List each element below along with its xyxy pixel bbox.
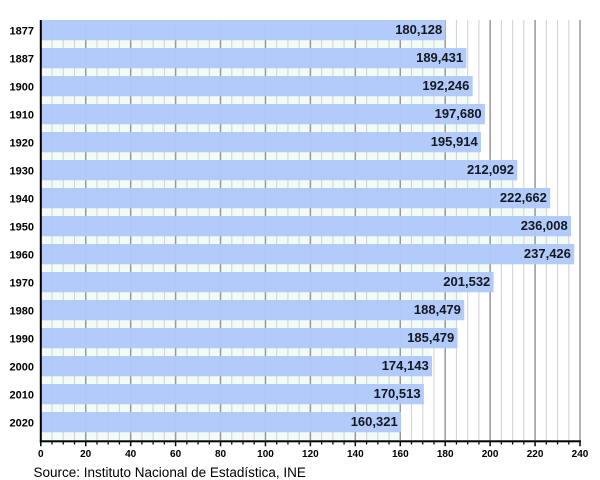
svg-text:1990: 1990 (10, 333, 34, 345)
svg-text:1887: 1887 (10, 53, 34, 65)
svg-text:160,321: 160,321 (351, 414, 398, 429)
svg-text:236,008: 236,008 (521, 218, 568, 233)
svg-text:100: 100 (257, 449, 274, 460)
svg-text:1940: 1940 (10, 193, 34, 205)
svg-text:80: 80 (215, 449, 227, 460)
svg-text:1960: 1960 (10, 249, 34, 261)
svg-text:200: 200 (482, 449, 499, 460)
svg-text:160: 160 (392, 449, 409, 460)
svg-text:2000: 2000 (10, 361, 34, 373)
svg-text:174,143: 174,143 (382, 358, 429, 373)
svg-text:140: 140 (347, 449, 364, 460)
svg-text:197,680: 197,680 (435, 106, 482, 121)
svg-text:1950: 1950 (10, 221, 34, 233)
svg-text:1920: 1920 (10, 137, 34, 149)
svg-text:1930: 1930 (10, 165, 34, 177)
svg-text:20: 20 (80, 449, 92, 460)
svg-text:2010: 2010 (10, 389, 34, 401)
svg-text:170,513: 170,513 (374, 386, 421, 401)
svg-text:237,426: 237,426 (524, 246, 571, 261)
svg-text:0: 0 (38, 449, 44, 460)
svg-text:180: 180 (437, 449, 454, 460)
svg-text:2020: 2020 (10, 417, 34, 429)
svg-text:185,479: 185,479 (407, 330, 454, 345)
svg-text:220: 220 (527, 449, 544, 460)
svg-text:240: 240 (572, 449, 589, 460)
svg-text:195,914: 195,914 (431, 134, 479, 149)
svg-text:60: 60 (170, 449, 182, 460)
svg-text:Source: Instituto Nacional de: Source: Instituto Nacional de Estadístic… (34, 465, 306, 480)
svg-text:212,092: 212,092 (467, 162, 514, 177)
svg-text:120: 120 (302, 449, 319, 460)
svg-text:222,662: 222,662 (500, 190, 547, 205)
svg-text:1900: 1900 (10, 81, 34, 93)
svg-text:188,479: 188,479 (414, 302, 461, 317)
svg-text:1910: 1910 (10, 109, 34, 121)
svg-text:1877: 1877 (10, 25, 34, 37)
svg-text:201,532: 201,532 (443, 274, 490, 289)
svg-text:192,246: 192,246 (422, 78, 469, 93)
svg-text:180,128: 180,128 (395, 22, 442, 37)
svg-text:189,431: 189,431 (416, 50, 463, 65)
svg-text:40: 40 (125, 449, 137, 460)
svg-text:1970: 1970 (10, 277, 34, 289)
svg-text:1980: 1980 (10, 305, 34, 317)
